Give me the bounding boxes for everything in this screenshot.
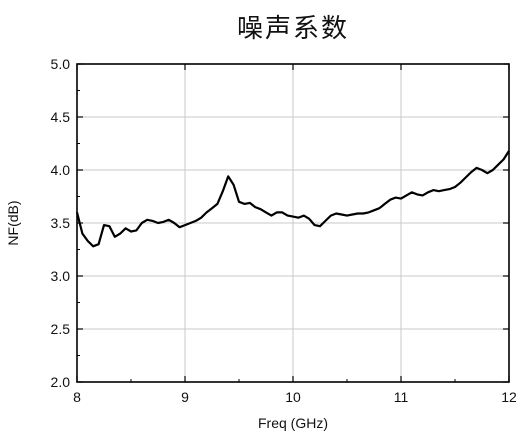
x-axis-label: Freq (GHz) (258, 415, 328, 431)
y-tick-label: 4.5 (51, 109, 71, 125)
x-tick-label: 9 (181, 389, 189, 405)
tick-labels: 8 9 10 11 12 2.0 2.5 3.0 3.5 4.0 4.5 5.0 (51, 56, 516, 405)
y-tick-label: 4.0 (51, 162, 71, 178)
x-tick-label: 10 (285, 389, 301, 405)
gridlines (77, 64, 509, 382)
nf-line (75, 150, 510, 248)
y-tick-label: 3.0 (51, 268, 71, 284)
x-tick-label: 11 (394, 389, 409, 405)
y-tick-label: 5.0 (51, 56, 71, 72)
chart-title: 噪声系数 (236, 14, 349, 44)
x-tick-label: 8 (73, 389, 81, 405)
x-tick-label: 12 (501, 389, 516, 405)
y-tick-label: 2.0 (51, 374, 71, 390)
y-tick-label: 3.5 (51, 215, 71, 231)
y-tick-label: 2.5 (51, 321, 71, 337)
y-axis-label: NF(dB) (5, 200, 21, 245)
plot-frame (76, 63, 510, 383)
